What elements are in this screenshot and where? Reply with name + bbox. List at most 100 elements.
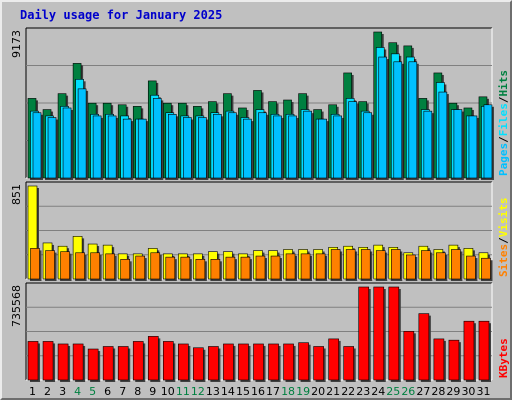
x-tick-label-day-15: 15: [236, 385, 250, 398]
bar-kbytes-day-20: [313, 346, 324, 381]
bar-kbytes-day-13: [208, 346, 219, 381]
bar-kbytes-day-21: [328, 338, 339, 381]
x-tick-label-day-28: 28: [431, 385, 445, 398]
bar-sites-day-16: [255, 255, 266, 280]
x-tick-label-day-19: 19: [296, 385, 310, 398]
legend-entry-separator: /: [497, 96, 510, 103]
x-tick-label-day-31: 31: [476, 385, 490, 398]
x-tick-label-day-25: 25: [386, 385, 400, 398]
bar-sites-day-9: [150, 252, 161, 280]
bar-pages-day-7: [122, 118, 132, 179]
bar-sites-day-29: [451, 249, 461, 280]
bar-pages-day-31: [483, 104, 493, 179]
bar-sites-day-18: [285, 253, 296, 280]
bar-pages-day-3: [62, 107, 72, 179]
bar-pages-day-4: [77, 88, 87, 179]
bar-kbytes-day-15: [238, 343, 249, 381]
bar-pages-day-12: [198, 117, 207, 179]
bar-sites-day-3: [60, 251, 70, 280]
legend-entry-pages: Pages: [497, 143, 510, 176]
bar-kbytes-day-5: [87, 348, 99, 381]
legend-entry-visits: Visits: [497, 198, 510, 238]
bar-sites-day-1: [30, 248, 40, 280]
y-axis-max-label-visitors: 851: [10, 184, 23, 205]
legend-traffic: KBytes: [497, 338, 510, 378]
x-tick-label-day-23: 23: [356, 385, 370, 398]
bar-sites-day-8: [135, 255, 146, 280]
bar-sites-day-5: [90, 252, 100, 280]
bar-kbytes-day-7: [117, 346, 129, 381]
bar-pages-day-24: [378, 56, 388, 179]
x-tick-label-day-3: 3: [59, 385, 66, 398]
bar-pages-day-28: [438, 91, 448, 179]
bar-kbytes-day-18: [283, 343, 294, 381]
bar-pages-day-23: [363, 112, 373, 179]
bar-sites-day-17: [270, 255, 281, 280]
legend-entry-files: Files: [497, 103, 510, 136]
bar-sites-day-6: [105, 253, 115, 280]
bar-kbytes-day-4: [72, 343, 84, 381]
bar-sites-day-19: [300, 253, 311, 280]
x-tick-label-day-8: 8: [134, 385, 141, 398]
x-tick-label-day-11: 11: [176, 385, 190, 398]
bar-pages-day-30: [468, 115, 478, 179]
x-tick-label-day-24: 24: [371, 385, 385, 398]
x-tick-label-day-13: 13: [206, 385, 220, 398]
y-axis-max-label-requests: 9173: [10, 30, 23, 58]
legend-entry-separator: /: [497, 237, 510, 244]
legend-entry-separator: /: [497, 136, 510, 143]
x-tick-label-day-20: 20: [311, 385, 325, 398]
chart-title: Daily usage for January 2025: [20, 8, 223, 22]
bar-sites-day-4: [75, 252, 85, 280]
bar-pages-day-9: [152, 98, 162, 179]
bar-pages-day-5: [92, 115, 102, 179]
bar-pages-day-17: [273, 115, 282, 179]
x-tick-label-day-16: 16: [251, 385, 265, 398]
bar-sites-day-13: [210, 259, 221, 280]
bar-sites-day-12: [195, 259, 206, 280]
x-tick-label-day-29: 29: [446, 385, 460, 398]
bar-kbytes-day-1: [27, 341, 39, 381]
legend-visitors: Sites/Visits: [497, 198, 510, 278]
x-tick-label-day-7: 7: [119, 385, 126, 398]
bar-pages-day-16: [258, 112, 267, 179]
bar-sites-day-24: [375, 250, 386, 280]
legend-entry-hits: Hits: [497, 70, 510, 97]
bar-kbytes-day-19: [298, 342, 309, 381]
bar-kbytes-day-2: [42, 341, 54, 381]
bar-pages-day-10: [167, 114, 177, 179]
bar-pages-day-27: [423, 110, 433, 179]
y-axis-max-label-traffic: 735568: [10, 285, 23, 327]
bar-pages-day-8: [137, 118, 147, 179]
x-tick-label-day-17: 17: [266, 385, 280, 398]
bar-kbytes-day-17: [268, 343, 279, 381]
bar-kbytes-day-26: [403, 331, 415, 381]
x-tick-label-day-6: 6: [104, 385, 111, 398]
bar-kbytes-day-25: [388, 286, 400, 381]
bar-sites-day-21: [330, 249, 341, 280]
bar-kbytes-day-8: [132, 341, 144, 381]
bar-kbytes-day-11: [178, 343, 189, 381]
bar-sites-day-23: [360, 249, 371, 280]
x-tick-label-day-10: 10: [161, 385, 175, 398]
bar-sites-day-11: [180, 256, 191, 280]
bar-pages-day-1: [32, 112, 42, 179]
x-tick-label-day-30: 30: [461, 385, 475, 398]
legend-entry-sites: Sites: [497, 244, 510, 277]
bar-kbytes-day-23: [358, 286, 370, 381]
legend-requests: Pages/Files/Hits: [497, 70, 510, 176]
bar-kbytes-day-3: [57, 343, 69, 381]
bar-pages-day-6: [107, 115, 117, 179]
bar-sites-day-22: [345, 249, 356, 280]
bar-pages-day-26: [408, 61, 418, 179]
bar-pages-day-20: [318, 118, 327, 179]
bar-sites-day-25: [390, 249, 401, 280]
bar-kbytes-day-31: [478, 320, 490, 381]
x-tick-label-day-1: 1: [29, 385, 36, 398]
x-tick-label-day-14: 14: [221, 385, 235, 398]
bar-kbytes-day-14: [223, 343, 234, 381]
bar-sites-day-31: [481, 257, 491, 280]
bar-sites-day-15: [240, 256, 251, 280]
bar-kbytes-day-29: [448, 339, 460, 381]
